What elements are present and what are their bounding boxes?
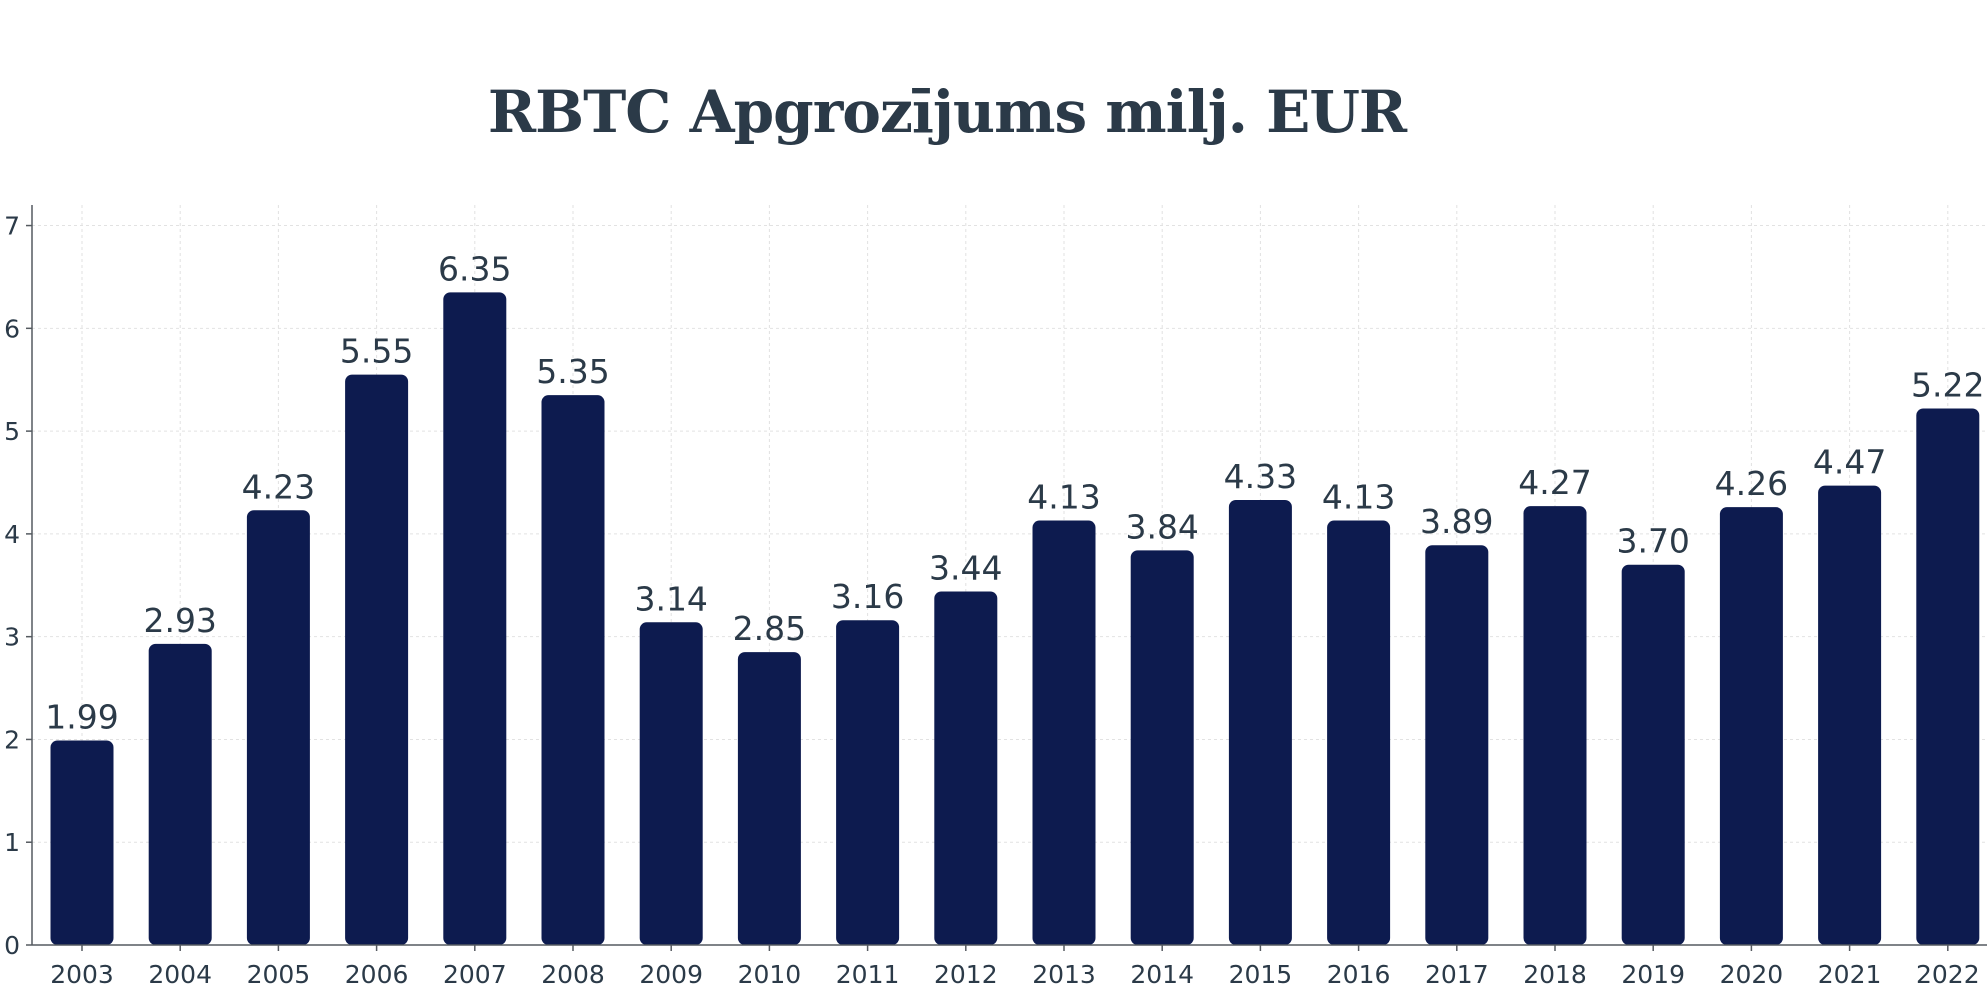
- y-tick-label: 2: [4, 725, 20, 754]
- x-tick-label-2019: 2019: [1621, 960, 1685, 989]
- data-label-2009: 3.14: [634, 579, 707, 618]
- x-tick-label-2013: 2013: [1032, 960, 1096, 989]
- bar-2022: [1916, 408, 1980, 945]
- bar-2010: [737, 652, 801, 945]
- data-label-2006: 5.55: [340, 332, 413, 371]
- data-label-2015: 4.33: [1224, 457, 1297, 496]
- data-label-2007: 6.35: [438, 249, 511, 288]
- data-label-2017: 3.89: [1420, 502, 1493, 541]
- x-tick-label-2004: 2004: [148, 960, 212, 989]
- x-tick-label-2020: 2020: [1720, 960, 1784, 989]
- y-tick-label: 1: [4, 828, 20, 857]
- data-label-2021: 4.47: [1813, 443, 1886, 482]
- x-tick-label-2011: 2011: [836, 960, 900, 989]
- bar-2011: [836, 620, 900, 945]
- bar-2007: [443, 292, 507, 946]
- data-label-2005: 4.23: [242, 467, 315, 506]
- y-tick-label: 3: [4, 623, 20, 652]
- x-tick-label-2009: 2009: [639, 960, 703, 989]
- data-label-2020: 4.26: [1715, 464, 1788, 503]
- bar-2021: [1818, 485, 1882, 945]
- data-label-2012: 3.44: [929, 548, 1002, 587]
- bar-2015: [1228, 499, 1292, 945]
- x-tick-label-2006: 2006: [345, 960, 409, 989]
- bar-2008: [541, 395, 605, 945]
- data-label-2018: 4.27: [1518, 463, 1591, 502]
- data-label-2016: 4.13: [1322, 478, 1395, 517]
- x-tick-label-2005: 2005: [247, 960, 311, 989]
- y-tick-label: 5: [4, 417, 20, 446]
- data-label-2011: 3.16: [831, 577, 904, 616]
- x-tick-label-2016: 2016: [1327, 960, 1391, 989]
- data-label-2022: 5.22: [1911, 366, 1984, 405]
- x-tick-label-2022: 2022: [1916, 960, 1980, 989]
- data-label-2004: 2.93: [143, 601, 216, 640]
- bar-2014: [1130, 550, 1194, 945]
- y-tick-label: 6: [4, 314, 20, 343]
- x-tick-label-2017: 2017: [1425, 960, 1489, 989]
- data-label-2014: 3.84: [1125, 507, 1198, 546]
- bar-2003: [50, 740, 114, 945]
- x-tick-label-2012: 2012: [934, 960, 998, 989]
- data-label-2019: 3.70: [1616, 522, 1689, 561]
- bar-2019: [1621, 564, 1685, 945]
- x-tick-label-2007: 2007: [443, 960, 507, 989]
- data-label-2003: 1.99: [45, 697, 118, 736]
- x-tick-label-2014: 2014: [1130, 960, 1194, 989]
- y-tick-label: 4: [4, 520, 20, 549]
- bar-2005: [246, 510, 310, 945]
- bar-2012: [934, 591, 998, 945]
- bar-2020: [1719, 507, 1783, 945]
- data-label-2013: 4.13: [1027, 478, 1100, 517]
- bar-2006: [345, 374, 409, 945]
- bar-2013: [1032, 520, 1096, 945]
- bar-2004: [148, 643, 212, 945]
- x-tick-label-2018: 2018: [1523, 960, 1587, 989]
- bar-2016: [1327, 520, 1391, 945]
- x-tick-label-2021: 2021: [1818, 960, 1882, 989]
- bar-2009: [639, 622, 703, 945]
- y-tick-label: 7: [4, 212, 20, 241]
- x-tick-label-2003: 2003: [50, 960, 114, 989]
- bar-2018: [1523, 506, 1587, 945]
- x-tick-label-2010: 2010: [738, 960, 802, 989]
- x-tick-label-2015: 2015: [1229, 960, 1293, 989]
- x-tick-label-2008: 2008: [541, 960, 605, 989]
- data-label-2008: 5.35: [536, 352, 609, 391]
- y-tick-label: 0: [4, 931, 20, 960]
- chart-title: RBTC Apgrozījums milj. EUR: [487, 78, 1407, 146]
- data-label-2010: 2.85: [733, 609, 806, 648]
- bar-2017: [1425, 545, 1489, 945]
